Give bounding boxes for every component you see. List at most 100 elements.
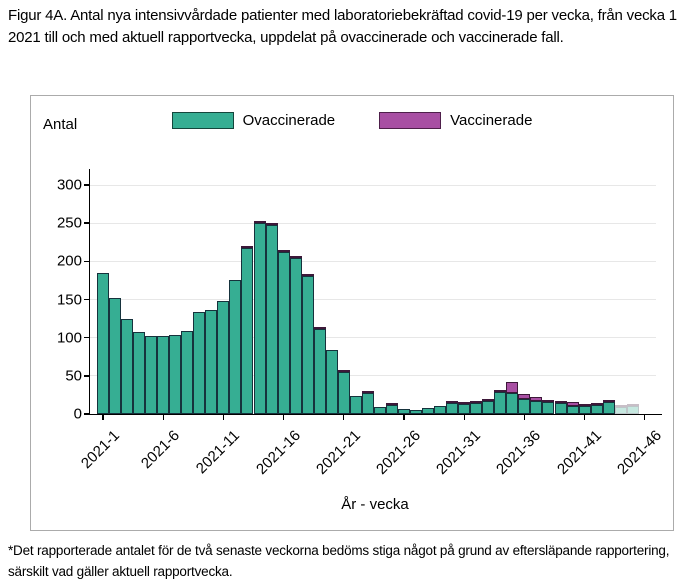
bar-week-20-unvaccinated (325, 350, 338, 414)
y-tick-mark (84, 336, 90, 339)
bar-week-43-unvaccinated (602, 402, 615, 414)
x-tick-label: 2021-26 (373, 427, 425, 478)
bar-week-37-unvaccinated (530, 401, 543, 414)
y-axis-title: Antal (43, 116, 78, 133)
x-tick-label: 2021-41 (553, 427, 605, 478)
bar-week-31-vaccinated (458, 402, 471, 404)
bar-week-40-vaccinated (566, 402, 579, 406)
y-tick-mark (84, 184, 90, 186)
bar-week-18-unvaccinated (301, 276, 314, 414)
bar-week-5-unvaccinated (145, 336, 158, 414)
bar-week-43-vaccinated (602, 400, 615, 402)
gridline (90, 299, 656, 300)
bar-week-12-unvaccinated (229, 280, 242, 414)
gridline (90, 337, 656, 339)
bar-week-44-vaccinated (614, 405, 627, 407)
legend-label-unvaccinated: Ovaccinerade (242, 112, 336, 129)
bar-week-8-unvaccinated (181, 331, 194, 414)
x-tick-mark (403, 414, 405, 420)
bar-week-17-unvaccinated (289, 258, 302, 414)
y-tick-mark (84, 375, 90, 377)
bar-week-30-vaccinated (446, 401, 459, 403)
bar-week-28-unvaccinated (422, 408, 435, 414)
y-tick-label: 150 (56, 291, 82, 308)
bar-week-16-vaccinated (277, 250, 290, 252)
bar-week-35-vaccinated (506, 382, 519, 393)
bar-week-42-unvaccinated (590, 405, 603, 414)
bar-week-13-vaccinated (241, 246, 254, 248)
chart-panel: Antal Ovaccinerade Vaccinerade 0 50 100 150… (30, 95, 674, 531)
y-tick-label: 50 (65, 367, 82, 385)
bar-week-36-unvaccinated (518, 399, 531, 414)
bar-week-32-unvaccinated (470, 403, 483, 414)
x-tick-mark (343, 414, 345, 420)
y-tick-label: 0 (73, 405, 82, 423)
bar-week-41-vaccinated (578, 404, 591, 406)
bar-week-14-unvaccinated (253, 223, 266, 414)
bar-week-40-unvaccinated (566, 406, 579, 414)
bar-week-34-unvaccinated (494, 392, 507, 414)
y-tick-mark (84, 298, 90, 301)
bar-week-4-unvaccinated (133, 332, 146, 414)
y-tick-mark (84, 222, 90, 224)
bar-week-17-vaccinated (289, 256, 302, 258)
x-tick-mark (583, 414, 586, 420)
legend-swatch-unvaccinated (171, 112, 234, 129)
bar-week-27-unvaccinated (410, 410, 423, 414)
x-tick-mark (644, 414, 646, 420)
bar-week-23-vaccinated (361, 391, 374, 393)
bar-week-42-vaccinated (590, 403, 603, 405)
bar-week-13-unvaccinated (241, 248, 254, 414)
bar-week-19-unvaccinated (313, 329, 326, 414)
legend: Ovaccinerade Vaccinerade (31, 112, 673, 129)
x-tick-label: 2021-31 (433, 427, 485, 478)
x-axis-title: År - vecka (341, 496, 409, 513)
gridline (90, 184, 656, 186)
bar-week-1-unvaccinated (96, 273, 109, 414)
bar-week-45-unvaccinated (626, 406, 639, 414)
plot-area: 0 50 100 150 200 250 300 2021-1 2021-6 2021-11 202… (57, 169, 665, 478)
bar-week-31-unvaccinated (458, 404, 471, 414)
bar-week-25-vaccinated (385, 403, 398, 405)
bar-week-39-unvaccinated (554, 403, 567, 414)
bar-week-19-vaccinated (313, 327, 326, 329)
bar-week-33-vaccinated (482, 399, 495, 401)
x-tick-mark (102, 414, 104, 420)
bar-week-18-vaccinated (301, 274, 314, 276)
x-tick-mark (463, 414, 465, 420)
bar-week-2-unvaccinated (109, 298, 122, 414)
bar-week-3-unvaccinated (121, 319, 134, 414)
x-tick-mark (523, 414, 526, 420)
bar-week-41-unvaccinated (578, 406, 591, 414)
x-tick-label: 2021-16 (252, 427, 304, 478)
bar-week-16-unvaccinated (277, 252, 290, 414)
x-tick-label: 2021-11 (193, 427, 244, 478)
bar-week-14-vaccinated (253, 221, 266, 223)
y-tick-mark (84, 260, 90, 263)
bar-week-25-unvaccinated (385, 405, 398, 414)
bar-week-9-unvaccinated (193, 312, 206, 414)
bar-week-39-vaccinated (554, 401, 567, 403)
x-tick-label: 2021-1 (77, 427, 124, 473)
footnote: *Det rapporterade antalet för de två sen… (8, 543, 670, 579)
x-tick-label: 2021-36 (493, 427, 545, 478)
bar-week-35-unvaccinated (506, 393, 519, 414)
bar-week-15-unvaccinated (265, 225, 278, 414)
bar-week-7-unvaccinated (169, 335, 182, 414)
figure-title: Figur 4A. Antal nya intensivvårdade pati… (8, 7, 677, 47)
bar-week-34-vaccinated (494, 390, 507, 392)
bar-week-29-unvaccinated (434, 406, 447, 414)
bar-week-15-vaccinated (265, 223, 278, 225)
bar-week-45-vaccinated (626, 404, 639, 406)
bar-week-21-unvaccinated (337, 372, 350, 414)
bar-week-37-vaccinated (530, 397, 543, 401)
gridline (90, 375, 656, 377)
y-tick-label: 300 (56, 176, 82, 194)
x-tick-mark (222, 414, 225, 420)
bar-week-36-vaccinated (518, 394, 531, 399)
bar-week-22-unvaccinated (349, 396, 362, 414)
bar-week-23-unvaccinated (361, 393, 374, 414)
bar-week-33-unvaccinated (482, 401, 495, 414)
x-tick-label: 2021-6 (138, 427, 184, 473)
bar-week-24-unvaccinated (373, 407, 386, 414)
